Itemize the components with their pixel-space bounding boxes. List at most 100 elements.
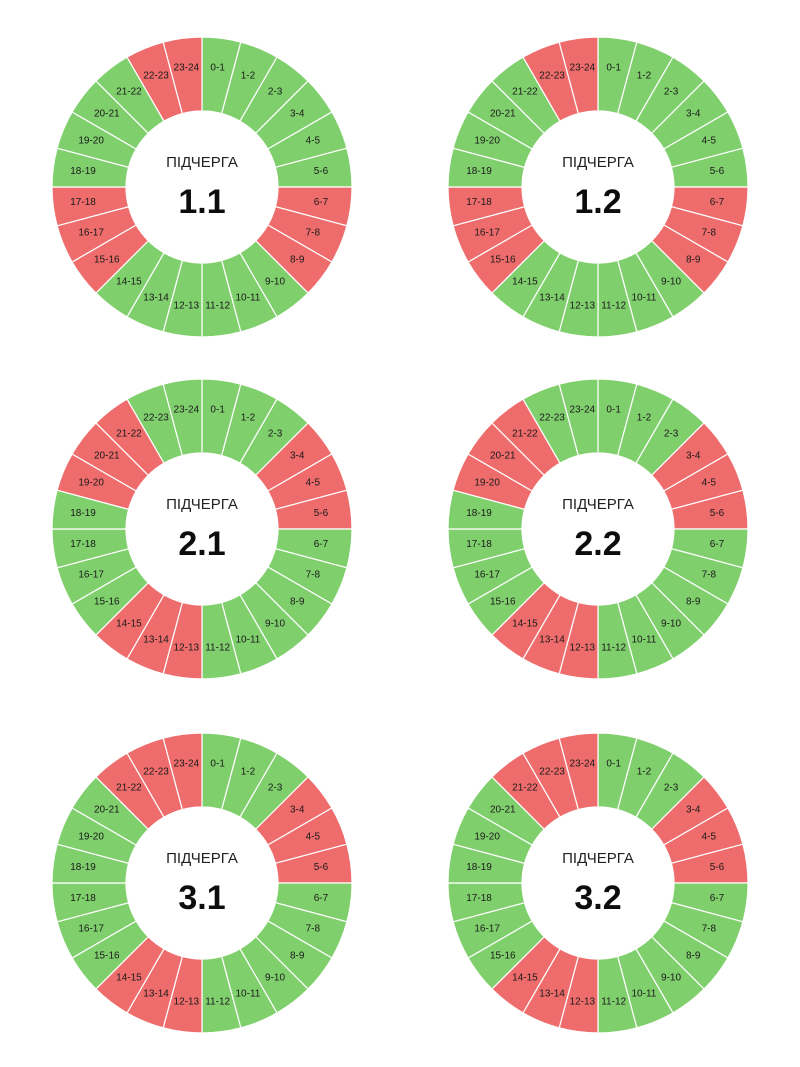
hour-label: 0-1 <box>210 405 225 416</box>
hour-label: 15-16 <box>490 255 516 266</box>
hour-label: 12-13 <box>174 996 200 1007</box>
hour-label: 23-24 <box>174 405 200 416</box>
hour-label: 6-7 <box>710 539 725 550</box>
queue-caption: ПІДЧЕРГА <box>562 154 634 171</box>
hour-label: 5-6 <box>314 166 329 177</box>
hour-label: 16-17 <box>474 923 500 934</box>
hour-label: 4-5 <box>702 832 717 843</box>
hour-label: 3-4 <box>290 804 305 815</box>
hour-label: 19-20 <box>474 832 500 843</box>
hour-label: 10-11 <box>236 988 261 999</box>
hour-label: 22-23 <box>143 413 169 424</box>
hour-label: 0-1 <box>210 759 225 770</box>
hour-label: 7-8 <box>306 923 321 934</box>
hour-label: 18-19 <box>70 508 96 519</box>
hour-label: 4-5 <box>306 478 321 489</box>
hour-label: 2-3 <box>268 782 283 793</box>
hour-label: 9-10 <box>265 973 285 984</box>
hour-label: 1-2 <box>241 767 256 778</box>
hour-label: 5-6 <box>710 166 725 177</box>
hour-label: 12-13 <box>570 300 596 311</box>
hour-label: 16-17 <box>474 227 500 238</box>
hour-label: 15-16 <box>94 255 120 266</box>
hour-label: 20-21 <box>490 108 516 119</box>
hour-label: 20-21 <box>94 450 120 461</box>
hour-label: 7-8 <box>306 227 321 238</box>
hour-label: 13-14 <box>143 634 169 645</box>
hour-label: 3-4 <box>686 804 701 815</box>
hour-label: 2-3 <box>664 86 679 97</box>
hour-label: 13-14 <box>143 292 169 303</box>
hour-label: 3-4 <box>290 450 305 461</box>
hour-label: 4-5 <box>306 832 321 843</box>
hour-label: 5-6 <box>710 508 725 519</box>
queue-number-3-2: 3.2 <box>574 879 621 917</box>
hour-label: 1-2 <box>637 71 652 82</box>
hour-label: 19-20 <box>474 136 500 147</box>
hour-label: 8-9 <box>290 255 305 266</box>
hour-label: 23-24 <box>570 759 596 770</box>
donut-chart-queue-3-1: 0-1 1-2 2-3 3-4 4-5 5-6 6-7 7-8 8-9 9-10 10-11 11-1… <box>51 732 353 1034</box>
hour-label: 4-5 <box>702 136 717 147</box>
hour-label: 21-22 <box>512 86 538 97</box>
hour-label: 17-18 <box>70 197 96 208</box>
hour-label: 18-19 <box>466 862 492 873</box>
hour-label: 3-4 <box>686 450 701 461</box>
hour-label: 9-10 <box>265 619 285 630</box>
hour-label: 14-15 <box>512 973 538 984</box>
hour-label: 7-8 <box>306 569 321 580</box>
queue-number-1-1: 1.1 <box>178 183 225 221</box>
hour-label: 0-1 <box>606 405 621 416</box>
hour-label: 17-18 <box>466 539 492 550</box>
hour-label: 22-23 <box>539 413 565 424</box>
hour-label: 9-10 <box>661 277 681 288</box>
hour-label: 16-17 <box>78 569 104 580</box>
hour-label: 3-4 <box>686 108 701 119</box>
hour-label: 17-18 <box>70 539 96 550</box>
hour-label: 0-1 <box>606 759 621 770</box>
hour-label: 0-1 <box>210 63 225 74</box>
hour-label: 16-17 <box>78 923 104 934</box>
queue-caption: ПІДЧЕРГА <box>166 850 238 867</box>
hour-label: 21-22 <box>512 428 538 439</box>
queue-caption: ПІДЧЕРГА <box>166 496 238 513</box>
hour-label: 1-2 <box>241 413 256 424</box>
hour-label: 18-19 <box>466 508 492 519</box>
hour-label: 13-14 <box>539 292 565 303</box>
hour-label: 13-14 <box>539 634 565 645</box>
hour-label: 11-12 <box>601 642 626 653</box>
hour-label: 15-16 <box>94 597 120 608</box>
hour-label: 10-11 <box>236 292 261 303</box>
hour-label: 10-11 <box>632 634 657 645</box>
hour-label: 1-2 <box>241 71 256 82</box>
hour-segment-23-24-off <box>558 732 599 811</box>
hour-label: 18-19 <box>70 862 96 873</box>
hour-label: 23-24 <box>570 63 596 74</box>
hour-label: 15-16 <box>490 951 516 962</box>
hour-label: 14-15 <box>116 973 142 984</box>
hour-label: 17-18 <box>70 893 96 904</box>
hour-label: 1-2 <box>637 767 652 778</box>
hour-label: 22-23 <box>539 71 565 82</box>
hour-label: 21-22 <box>116 86 142 97</box>
hour-label: 15-16 <box>490 597 516 608</box>
hour-label: 8-9 <box>686 597 701 608</box>
hour-label: 12-13 <box>570 642 596 653</box>
hour-label: 1-2 <box>637 413 652 424</box>
hour-label: 14-15 <box>512 619 538 630</box>
hour-segment-23-24-off <box>162 36 203 115</box>
hour-label: 17-18 <box>466 893 492 904</box>
hour-label: 14-15 <box>116 277 142 288</box>
hour-label: 12-13 <box>174 642 200 653</box>
hour-label: 9-10 <box>661 973 681 984</box>
queue-number-2-1: 2.1 <box>178 525 225 563</box>
queue-number-2-2: 2.2 <box>574 525 621 563</box>
queue-number-1-2: 1.2 <box>574 183 621 221</box>
hour-label: 7-8 <box>702 227 717 238</box>
hour-label: 8-9 <box>686 255 701 266</box>
hour-label: 8-9 <box>290 597 305 608</box>
hour-label: 4-5 <box>306 136 321 147</box>
hour-label: 11-12 <box>601 300 626 311</box>
hour-label: 13-14 <box>143 988 169 999</box>
hour-label: 10-11 <box>236 634 261 645</box>
